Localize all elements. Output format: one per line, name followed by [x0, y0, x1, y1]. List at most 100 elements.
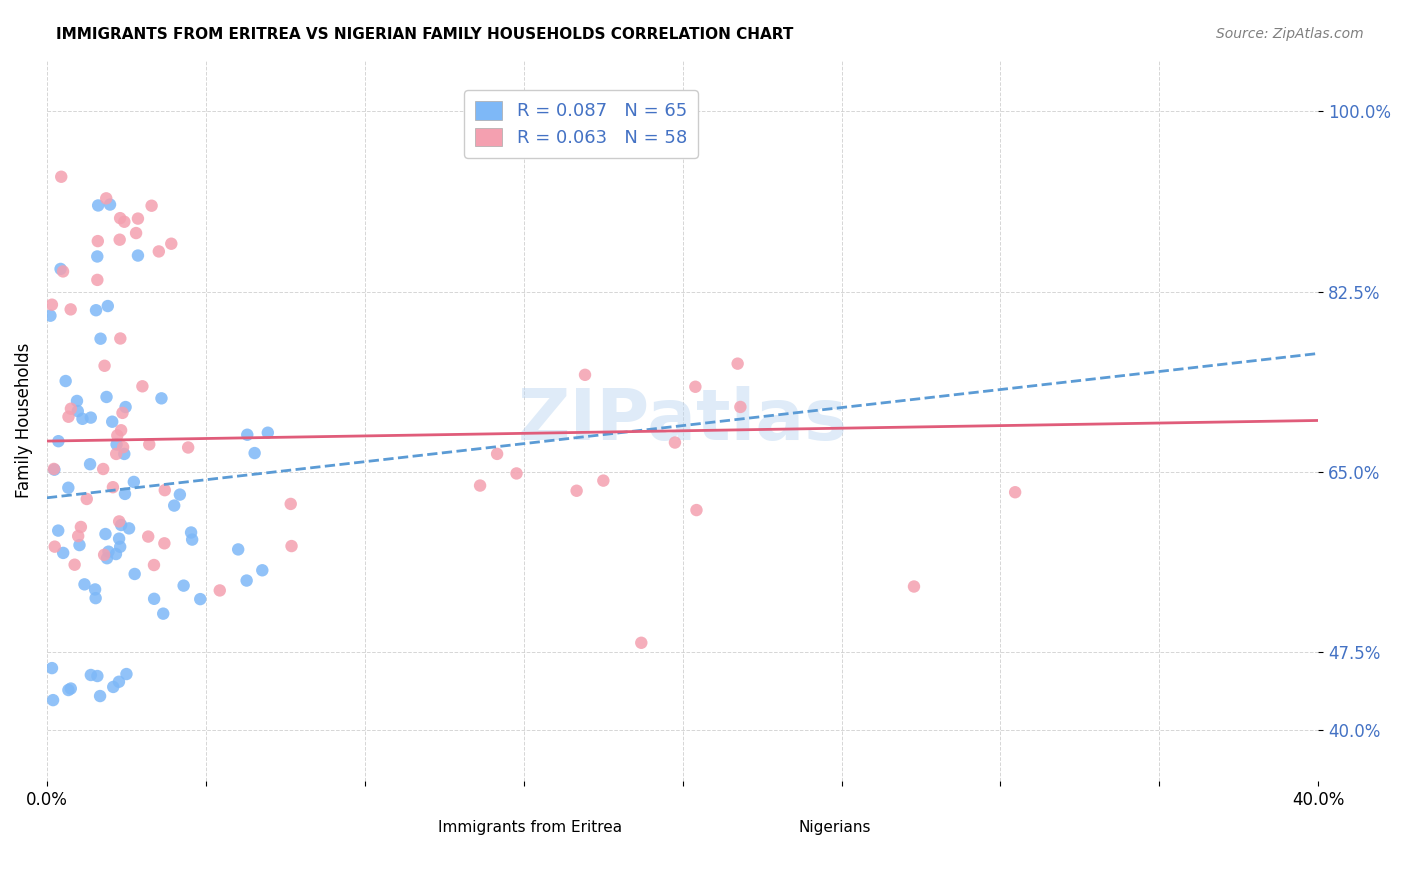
Point — [44, 463, 66, 477]
Point — [41, 661, 63, 675]
Point — [127, 248, 149, 262]
FancyBboxPatch shape — [727, 824, 765, 847]
Y-axis label: Family Households: Family Households — [15, 343, 32, 498]
Point — [108, 515, 131, 529]
Point — [97, 544, 120, 558]
Point — [44, 540, 66, 554]
Point — [114, 400, 136, 414]
Point — [280, 539, 302, 553]
Point — [136, 530, 159, 544]
Point — [112, 440, 135, 454]
Point — [727, 357, 749, 371]
Point — [73, 577, 96, 591]
Point — [52, 546, 75, 560]
Point — [505, 467, 527, 481]
Text: Nigerians: Nigerians — [799, 820, 872, 835]
Point — [108, 532, 131, 546]
Point — [105, 428, 128, 442]
Point — [108, 233, 131, 247]
Point — [90, 332, 112, 346]
Point — [148, 244, 170, 259]
Point — [111, 406, 134, 420]
Point — [105, 447, 128, 461]
Point — [80, 410, 103, 425]
Point — [84, 591, 107, 606]
Point — [180, 525, 202, 540]
Point — [280, 497, 302, 511]
Point — [141, 199, 163, 213]
Point — [685, 380, 707, 394]
Point — [110, 331, 132, 345]
Point — [108, 540, 131, 554]
Point — [58, 481, 80, 495]
Point — [66, 404, 89, 418]
Point — [67, 529, 90, 543]
Point — [664, 435, 686, 450]
Point — [96, 390, 118, 404]
Point — [104, 547, 127, 561]
Point — [63, 558, 86, 572]
Point — [46, 524, 69, 538]
Point — [103, 680, 125, 694]
Point — [42, 462, 65, 476]
Point — [173, 579, 195, 593]
Point — [49, 261, 72, 276]
Point — [96, 551, 118, 566]
Point — [97, 299, 120, 313]
Point — [163, 499, 186, 513]
Point — [112, 447, 135, 461]
Point — [468, 478, 491, 492]
Point — [58, 409, 80, 424]
Point — [39, 309, 62, 323]
Point — [79, 457, 101, 471]
Point — [118, 521, 141, 535]
Point — [153, 483, 176, 498]
Point — [243, 446, 266, 460]
Point — [58, 683, 80, 698]
Point — [94, 527, 117, 541]
Point — [59, 401, 82, 416]
Point — [52, 264, 75, 278]
Point — [51, 169, 73, 184]
Point — [177, 441, 200, 455]
Point — [42, 693, 65, 707]
Point — [256, 425, 278, 440]
Point — [565, 483, 588, 498]
Point — [84, 582, 107, 597]
Point — [131, 379, 153, 393]
Point — [86, 250, 108, 264]
Point — [91, 462, 114, 476]
Point — [152, 607, 174, 621]
Point — [69, 538, 91, 552]
Text: Source: ZipAtlas.com: Source: ZipAtlas.com — [1216, 27, 1364, 41]
Point — [903, 580, 925, 594]
Point — [101, 480, 124, 494]
Legend: R = 0.087   N = 65, R = 0.063   N = 58: R = 0.087 N = 65, R = 0.063 N = 58 — [464, 90, 697, 158]
Point — [208, 583, 231, 598]
Point — [127, 211, 149, 226]
Point — [115, 667, 138, 681]
Text: IMMIGRANTS FROM ERITREA VS NIGERIAN FAMILY HOUSEHOLDS CORRELATION CHART: IMMIGRANTS FROM ERITREA VS NIGERIAN FAMI… — [56, 27, 793, 42]
Point — [122, 475, 145, 489]
Point — [1004, 485, 1026, 500]
Point — [93, 548, 115, 562]
Point — [114, 487, 136, 501]
Point — [181, 533, 204, 547]
Point — [55, 374, 77, 388]
Point — [574, 368, 596, 382]
Point — [41, 298, 63, 312]
Point — [150, 392, 173, 406]
Point — [105, 437, 128, 451]
Point — [72, 412, 94, 426]
Point — [169, 487, 191, 501]
Point — [592, 474, 614, 488]
Point — [66, 394, 89, 409]
Text: ZIPatlas: ZIPatlas — [517, 386, 848, 455]
Point — [235, 574, 257, 588]
Point — [160, 236, 183, 251]
Point — [188, 592, 211, 607]
Point — [486, 447, 509, 461]
Point — [93, 359, 115, 373]
Point — [110, 423, 132, 437]
Point — [98, 197, 121, 211]
